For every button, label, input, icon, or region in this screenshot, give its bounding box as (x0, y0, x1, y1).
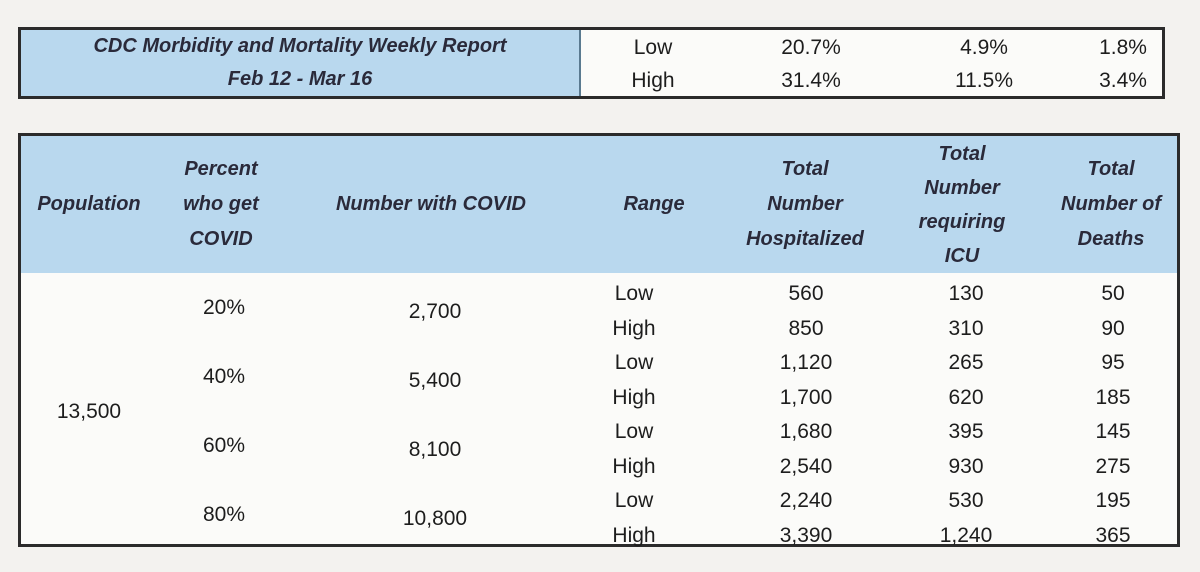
percent-value: 80% (202, 503, 246, 526)
number-with-covid-value: 2,700 (408, 300, 462, 323)
hosp-value: 560 (788, 282, 824, 305)
hosp-value: 1,700 (779, 385, 833, 409)
summary-deaths-high: 3.4% (1099, 69, 1147, 92)
summary-range-high: High (631, 69, 675, 92)
deaths-value: 145 (1095, 420, 1131, 443)
percent-value: 60% (202, 434, 246, 457)
summary-deaths-low: 1.8% (1099, 36, 1147, 59)
hosp-value: 850 (788, 316, 824, 340)
percent-value: 20% (202, 296, 246, 319)
deaths-value: 185 (1095, 385, 1131, 409)
projection-table: Population Percent who get COVID Number … (18, 133, 1180, 547)
deaths-value: 365 (1095, 523, 1131, 547)
icu-value: 130 (948, 282, 984, 305)
range-value: High (612, 523, 656, 547)
header-icu: Total Number requiring ICU (918, 142, 1006, 267)
summary-title-line1: CDC Morbidity and Mortality Weekly Repor… (93, 35, 507, 57)
deaths-value: 90 (1101, 316, 1125, 340)
range-value: High (612, 316, 656, 340)
range-value: High (612, 454, 656, 478)
summary-icu-high: 11.5% (955, 69, 1013, 92)
deaths-value: 50 (1101, 282, 1125, 305)
header-hospitalized: Total Number Hospitalized (746, 158, 864, 250)
number-with-covid-value: 10,800 (402, 507, 468, 530)
percent-value: 40% (202, 365, 246, 388)
range-value: Low (614, 282, 654, 305)
hosp-value: 3,390 (779, 523, 833, 547)
summary-title: CDC Morbidity and Mortality Weekly Repor… (21, 30, 581, 96)
deaths-value: 275 (1095, 454, 1131, 478)
summary-box: CDC Morbidity and Mortality Weekly Repor… (18, 27, 1165, 99)
range-value: Low (614, 420, 654, 443)
header-population: Population (37, 193, 141, 215)
summary-range-low: Low (633, 36, 673, 59)
range-value: Low (614, 351, 654, 374)
icu-value: 265 (948, 351, 984, 374)
icu-value: 1,240 (939, 523, 993, 547)
summary-title-line2: Feb 12 - Mar 16 (227, 68, 373, 90)
header-number-with-covid: Number with COVID (335, 193, 526, 215)
deaths-value: 95 (1101, 351, 1125, 374)
icu-value: 620 (948, 385, 984, 409)
hosp-value: 2,240 (779, 489, 833, 512)
header-deaths: Total Number of Deaths (1061, 158, 1161, 250)
icu-value: 395 (948, 420, 984, 443)
range-value: Low (614, 489, 654, 512)
number-with-covid-value: 8,100 (408, 438, 462, 461)
hosp-value: 1,120 (779, 351, 833, 374)
hosp-value: 1,680 (779, 420, 833, 443)
icu-value: 930 (948, 454, 984, 478)
icu-value: 530 (948, 489, 984, 512)
icu-value: 310 (948, 316, 984, 340)
range-value: High (612, 385, 656, 409)
table-header (21, 136, 1177, 273)
population-value: 13,500 (56, 400, 122, 423)
number-with-covid-value: 5,400 (408, 369, 462, 392)
header-percent: Percent who get COVID (183, 158, 259, 250)
summary-icu-low: 4.9% (960, 36, 1008, 59)
hosp-value: 2,540 (779, 454, 833, 478)
header-range: Range (623, 193, 685, 215)
summary-hosp-low: 20.7% (781, 36, 841, 59)
deaths-value: 195 (1095, 489, 1131, 512)
summary-hosp-high: 31.4% (781, 69, 841, 92)
